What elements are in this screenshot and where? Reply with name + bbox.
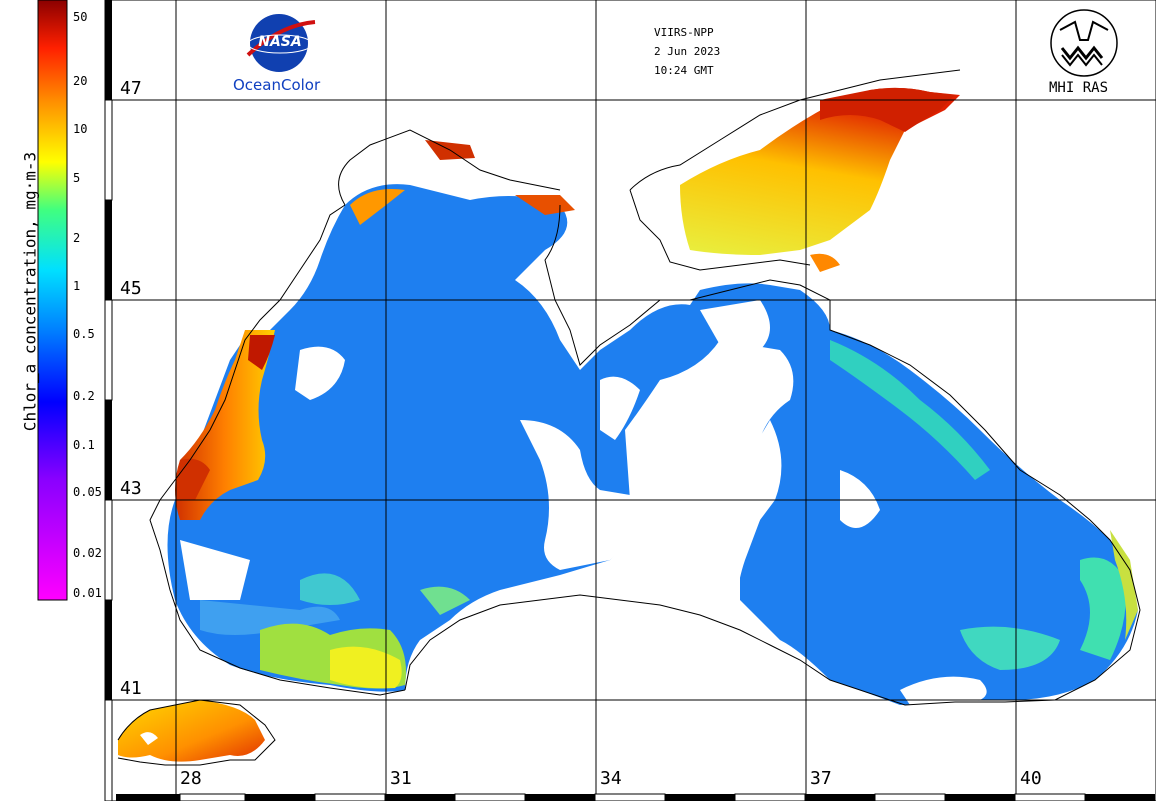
mhi-ras-logo-text: MHI RAS [1049, 80, 1109, 96]
latitude-label: 47 [120, 78, 142, 99]
colorbar-tick: 0.2 [73, 389, 95, 403]
colorbar-tick: 0.02 [73, 546, 102, 560]
lat-tick-bar [104, 0, 113, 801]
colorbar-tick: 50 [73, 10, 88, 24]
colorbar-tick: 0.01 [73, 586, 102, 600]
graticule [112, 0, 1156, 794]
longitude-label: 28 [180, 768, 202, 789]
nasa-logo-text: NASA [258, 34, 302, 50]
date-label: 2 Jun 2023 [654, 45, 721, 58]
colorbar-tick: 20 [73, 74, 88, 88]
nasa-logo [246, 14, 316, 72]
colorbar-tick: 2 [73, 231, 81, 245]
colorbar [37, 0, 68, 601]
colorbar-title: Chlor_a concentration, mg·m-3 [20, 151, 40, 432]
latitude-label: 43 [120, 478, 142, 499]
longitude-label: 31 [390, 768, 412, 789]
longitude-label: 34 [600, 768, 622, 789]
colorbar-tick: 0.5 [73, 327, 95, 341]
colorbar-tick: 10 [73, 122, 88, 136]
sea-of-marmara-chlorophyll [118, 700, 265, 762]
black-sea-chlorophyll [167, 140, 1138, 705]
oceancolor-logo-text: OceanColor [233, 76, 321, 94]
satellite-label: VIIRS-NPP [654, 26, 714, 39]
mhi-ras-logo [1050, 9, 1118, 77]
coastline [117, 69, 1141, 766]
colorbar-tick: 1 [73, 279, 81, 293]
colorbar-tick: 0.1 [73, 438, 95, 452]
latitude-label: 41 [120, 678, 142, 699]
latitude-label: 45 [120, 278, 142, 299]
sea-of-azov-chlorophyll [680, 87, 960, 272]
colorbar-tick: 0.05 [73, 485, 102, 499]
lon-tick-bar [116, 793, 1155, 801]
time-label: 10:24 GMT [654, 64, 714, 77]
colorbar-tick: 5 [73, 171, 81, 185]
longitude-label: 37 [810, 768, 832, 789]
longitude-label: 40 [1020, 768, 1042, 789]
